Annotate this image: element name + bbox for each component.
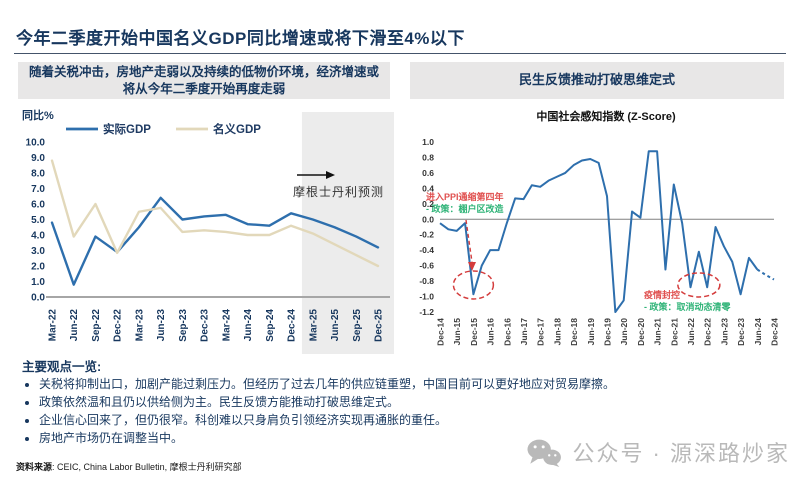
y-axis-tick: 0.8 (422, 152, 434, 162)
wechat-icon (527, 439, 562, 467)
y-axis-title: 同比% (22, 108, 54, 122)
highlight-ellipse (677, 272, 721, 298)
x-axis-tick: Dec-25 (374, 309, 385, 342)
y-axis-tick: 7.0 (31, 184, 45, 195)
x-axis-tick: Sep-23 (178, 309, 189, 342)
x-axis-tick: Jun-16 (486, 318, 496, 346)
page-title: 今年二季度开始中国名义GDP同比增速或将下滑至4%以下 (16, 29, 465, 48)
forecast-label: 摩根士丹利预测 (293, 184, 384, 199)
watermark-text: 公众号 · 源深路炒家 (572, 441, 790, 466)
x-axis-tick: Dec-16 (502, 318, 512, 346)
key-point-4: 房地产市场仍在调整当中。 (39, 431, 784, 446)
x-axis-tick: Jun-23 (156, 309, 167, 342)
x-axis-tick: Dec-22 (703, 318, 713, 346)
y-axis-tick: -0.4 (419, 245, 434, 255)
source-text: : CEIC, China Labor Bulletin, 摩根士丹利研究部 (52, 462, 242, 472)
y-axis-tick: 0.4 (422, 183, 434, 193)
x-axis-tick: Jun-22 (686, 318, 696, 346)
annotation-red-2: 疫情封控 (644, 289, 680, 300)
y-axis-tick: -1.0 (419, 292, 434, 302)
left-panel-header: 随着关税冲击，房地产走弱以及持续的低物价环境，经济增速或将从今年二季度开始再度走… (18, 62, 390, 99)
x-axis-tick: Mar-24 (221, 309, 232, 342)
y-axis-tick: 1.0 (31, 277, 45, 288)
x-axis-tick: Dec-15 (469, 318, 479, 346)
annotation-green-2: - 政策：取消动态清零 (644, 301, 731, 312)
x-axis-tick: Jun-24 (243, 309, 254, 342)
y-axis-tick: 2.0 (31, 262, 45, 273)
wechat-watermark: 公众号 · 源深路炒家 (526, 436, 790, 468)
legend-label: 实际GDP (103, 122, 151, 136)
key-points-section: 主要观点一览: 关税将抑制出口，加剧产能过剩压力。但经历了过去几年的供应链重塑，… (22, 356, 784, 449)
y-axis-tick: 0.0 (31, 293, 45, 304)
series-line-名义GDP (50, 159, 380, 268)
x-axis-tick: Dec-20 (636, 318, 646, 346)
annotation-red-1: 进入PPI通缩第四年 (426, 191, 504, 202)
right-panel-header: 民生反馈推动打破思维定式 (410, 62, 784, 99)
y-axis-tick: 0.6 (422, 168, 434, 178)
x-axis-tick: Jun-22 (69, 309, 80, 342)
x-axis-tick: Mar-22 (48, 309, 59, 342)
x-axis-tick: Mar-25 (308, 309, 319, 342)
source-label: 资料来源 (16, 462, 53, 472)
x-axis-tick: Dec-23 (200, 309, 211, 342)
x-axis-tick: Dec-23 (736, 318, 746, 346)
chart-title: 中国社会感知指数 (Z-Score) (536, 109, 676, 123)
x-axis-tick: Dec-21 (669, 318, 679, 346)
x-axis-tick: Jun-24 (753, 318, 763, 346)
x-axis-tick: Jun-15 (452, 318, 462, 346)
annotation-arrow (465, 219, 473, 263)
y-axis-tick: 4.0 (31, 231, 45, 242)
key-points-title: 主要观点一览: (22, 360, 102, 374)
gdp-growth-chart: 0.0 1.0 2.0 3.0 4.0 5.0 6.0 7.0 8.0 9.0 10.0 Mar-22… (22, 108, 394, 354)
forecast-arrowhead (326, 171, 335, 179)
y-axis-tick: 9.0 (31, 153, 45, 164)
x-axis-tick: Sep-24 (265, 309, 276, 342)
series-line-实际GDP (50, 196, 380, 286)
y-axis-tick: -0.2 (419, 230, 434, 240)
key-point-2: 政策依然温和且仍以供给侧为主。民生反馈方能推动打破思维定式。 (39, 395, 784, 410)
x-axis-tick: Sep-22 (91, 309, 102, 342)
y-axis-tick: -0.8 (419, 276, 434, 286)
x-axis-tick: Dec-14 (436, 318, 446, 346)
annotation-green-1: - 政策：棚户区改造 (426, 203, 504, 214)
x-axis-tick: Jun-20 (619, 318, 629, 346)
title-underline (14, 53, 786, 54)
x-axis-tick: Mar-23 (134, 309, 145, 342)
key-point-1: 关税将抑制出口，加剧产能过剩压力。但经历了过去几年的供应链重塑，中国目前可以更好… (39, 377, 784, 392)
y-axis-tick: -1.2 (419, 307, 434, 317)
y-axis-tick: 6.0 (31, 200, 45, 211)
y-axis-tick: 1.0 (422, 137, 434, 147)
x-axis-tick: Jun-18 (552, 318, 562, 346)
y-axis-tick: 3.0 (31, 246, 45, 257)
x-axis-tick: Jun-21 (653, 318, 663, 346)
key-points-list: 关税将抑制出口，加剧产能过剩压力。但经历了过去几年的供应链重塑，中国目前可以更好… (22, 377, 784, 446)
y-axis-tick: 0.0 (422, 214, 434, 224)
x-axis-tick: Dec-24 (287, 309, 298, 342)
x-axis-tick: Jun-23 (719, 318, 729, 346)
index-line-solid (439, 150, 759, 313)
annotation-arrowhead (468, 262, 476, 271)
source-note: 资料来源: CEIC, China Labor Bulletin, 摩根士丹利研… (16, 460, 242, 473)
x-axis-tick: Jun-25 (330, 309, 341, 342)
index-line-dashed (756, 268, 775, 281)
x-axis-tick: Jun-19 (586, 318, 596, 346)
x-axis-tick: Sep-25 (352, 309, 363, 342)
social-perception-chart: 中国社会感知指数 (Z-Score) 1.0 0.8 0.6 0.4 0.2 0.0 -0.2… (419, 109, 780, 346)
y-axis-tick: 5.0 (31, 215, 45, 226)
x-axis-tick: Dec-18 (569, 318, 579, 346)
y-axis-tick: 8.0 (31, 169, 45, 180)
y-axis-tick: 10.0 (26, 138, 46, 149)
legend-label: 名义GDP (213, 122, 261, 136)
x-axis-tick: Dec-22 (113, 309, 124, 342)
x-axis-tick: Dec-17 (536, 318, 546, 346)
key-point-3: 企业信心回来了，但仍很窄。科创难以只身肩负引领经济实现再通胀的重任。 (39, 413, 784, 428)
highlight-ellipse (452, 270, 495, 300)
x-axis-tick: Dec-24 (770, 318, 780, 346)
y-axis-tick: 0.2 (422, 199, 434, 209)
y-axis-tick: -0.6 (419, 261, 434, 271)
x-axis-tick: Dec-19 (603, 318, 613, 346)
x-axis-tick: Jun-17 (519, 318, 529, 346)
